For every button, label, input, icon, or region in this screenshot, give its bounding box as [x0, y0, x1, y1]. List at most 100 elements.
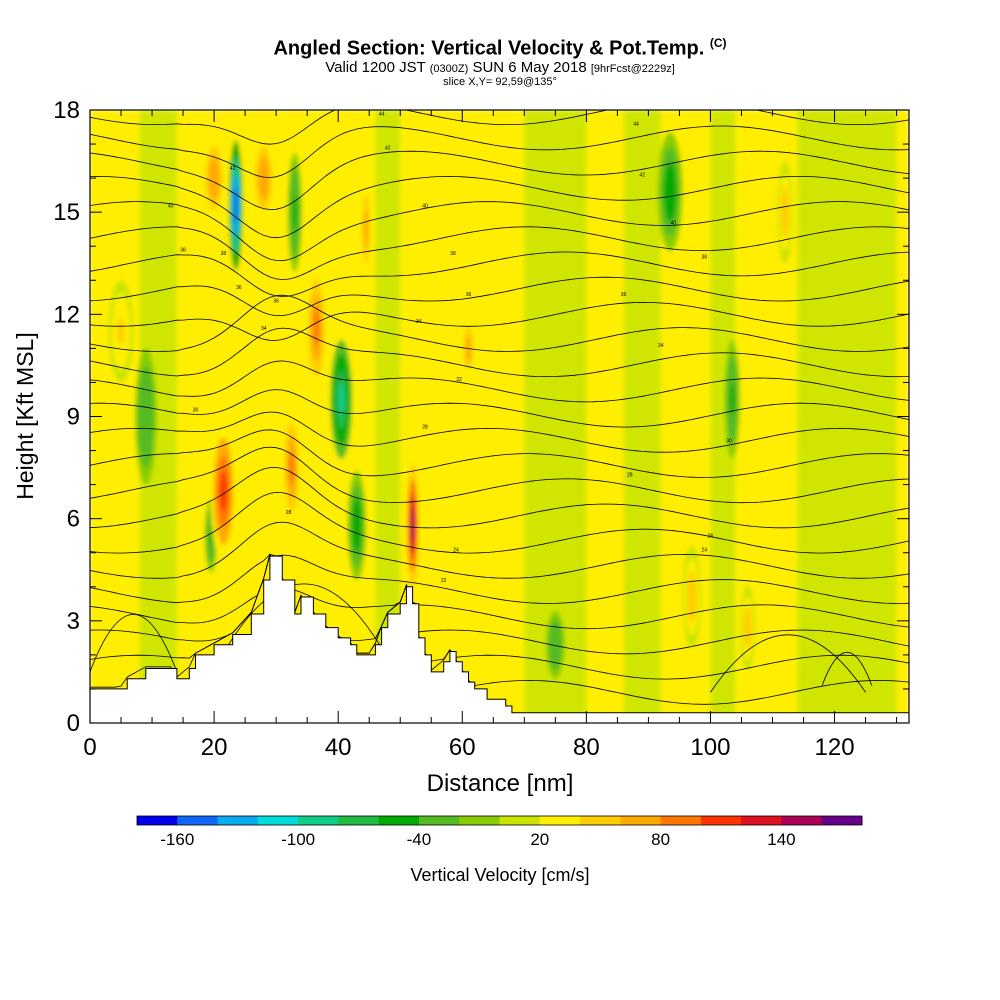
updraft-cell — [211, 166, 218, 191]
isentrope-label: 30 — [726, 438, 732, 444]
colorbar-swatch — [459, 816, 500, 825]
x-tick-label: 60 — [449, 734, 476, 761]
isentrope-labels: 40 38 44 42 40 38 36 34 32 28 44 42 40 38 36 34 30 28 26 24… — [168, 111, 732, 584]
y-tick-label: 3 — [67, 608, 80, 635]
valid-date: SUN 6 May 2018 — [472, 59, 587, 76]
colorbar-swatch — [137, 816, 178, 825]
field-band — [623, 110, 661, 723]
downdraft-cell — [142, 397, 149, 436]
isentrope-line — [90, 276, 909, 316]
isentrope-label: 24 — [453, 547, 459, 553]
colorbar-swatch — [418, 816, 460, 825]
isentrope-line — [90, 226, 909, 280]
colorbar-swatch — [781, 816, 823, 825]
colorbar-swatch — [580, 816, 621, 825]
isentrope-label: 36 — [466, 292, 472, 298]
colorbar-tick-label: -40 — [407, 830, 432, 849]
y-tick-label: 18 — [53, 97, 80, 124]
updraft-cell — [313, 309, 320, 347]
isentrope-line — [90, 446, 909, 504]
colorbar: -160 -100 -40 20 80 140 — [136, 815, 863, 849]
isentrope-label: 38 — [701, 254, 707, 260]
velocity-field — [90, 110, 909, 723]
isentrope-line — [90, 491, 909, 554]
slice-info: slice X,Y= 92,59@135° — [443, 76, 557, 88]
colorbar-swatch — [257, 816, 299, 825]
isentrope-label: 24 — [701, 547, 707, 553]
plot-area: 40 38 44 42 40 38 36 34 32 28 44 42 40 38 36 34 30 28 26 24… — [90, 110, 909, 723]
title-text: Angled Section: Vertical Velocity & Pot.… — [273, 37, 705, 60]
field-band — [797, 110, 897, 723]
isentrope-label: 22 — [441, 578, 447, 584]
updraft-cell — [219, 471, 228, 512]
downdraft-cell — [209, 525, 213, 547]
colorbar-tick-label: -100 — [281, 830, 315, 849]
isentrope-line — [90, 327, 909, 378]
isentrope-label: 28 — [286, 510, 292, 516]
isentrope-label: 42 — [385, 145, 391, 151]
updraft-cell — [289, 450, 295, 485]
x-tick-label: 100 — [690, 734, 730, 761]
colorbar-swatch — [700, 816, 742, 825]
isentrope-line — [710, 634, 866, 693]
isentrope-label: 36 — [236, 285, 242, 291]
forecast-info: [9hrFcst@2229z] — [590, 63, 675, 75]
downdraft-cell — [666, 175, 674, 209]
isentrope-label: 34 — [261, 326, 267, 332]
isentrope-label: 36 — [621, 292, 627, 298]
x-tick-label: 0 — [83, 734, 96, 761]
isentrope-label: 34 — [658, 343, 664, 349]
valid-utc: (0300Z) — [429, 63, 469, 75]
isentrope-label: 28 — [627, 472, 633, 478]
colorbar-swatch — [378, 816, 420, 825]
y-axis-label: Height [Kft MSL] — [12, 332, 38, 499]
isentropes — [90, 110, 909, 705]
isentrope-line — [90, 125, 909, 178]
colorbar-tick-label: 80 — [651, 830, 670, 849]
isentrope-label: 38 — [450, 251, 456, 257]
downdraft-cell — [338, 382, 345, 417]
field-background — [90, 110, 909, 723]
y-tick-label: 6 — [67, 506, 80, 533]
isentrope-line — [90, 553, 909, 655]
downdraft-cell — [233, 187, 238, 224]
updraft-cell — [117, 317, 125, 346]
isentrope-line — [90, 521, 909, 579]
isentrope-label: 34 — [416, 319, 422, 325]
terrain — [90, 555, 909, 723]
x-tick-label: 40 — [325, 734, 352, 761]
chart-title: Angled Section: Vertical Velocity & Pot.… — [0, 36, 1000, 61]
x-tick-label: 120 — [815, 734, 855, 761]
isentrope-line — [90, 553, 909, 604]
chart-subtitle: Valid 1200 JST (0300Z) SUN 6 May 2018 [9… — [0, 59, 1000, 76]
isentrope-label: 38 — [180, 248, 186, 254]
title-unit: (C) — [709, 36, 727, 50]
y-tick-label: 15 — [53, 199, 80, 226]
isentrope-line — [90, 201, 909, 262]
colorbar-swatch — [499, 816, 541, 825]
valid-time: Valid 1200 JST — [325, 59, 426, 76]
isentrope-line — [821, 652, 873, 686]
downdraft-cell — [292, 195, 297, 229]
colorbar-swatch — [177, 816, 219, 825]
isentrope-label: 36 — [273, 299, 279, 305]
colorbar-swatch — [741, 816, 782, 825]
colorbar-tick-label: 140 — [767, 830, 795, 849]
downdraft-cell — [354, 510, 360, 541]
isentrope-label: 28 — [422, 425, 428, 431]
isentrope-label: 42 — [639, 173, 645, 179]
x-axis-label: Distance [nm] — [427, 770, 574, 797]
isentrope-line — [90, 251, 909, 298]
isentrope-label: 32 — [456, 377, 462, 383]
isentrope-label: 44 — [379, 111, 385, 117]
y-tick-label: 9 — [67, 404, 80, 431]
y-tick-label: 0 — [67, 710, 80, 737]
isentrope-line — [90, 389, 909, 428]
y-tick-label: 12 — [53, 301, 80, 328]
isentrope-line — [90, 294, 909, 352]
isentrope-line — [90, 613, 178, 673]
downdraft-cell — [552, 635, 558, 655]
colorbar-swatch — [539, 816, 581, 825]
